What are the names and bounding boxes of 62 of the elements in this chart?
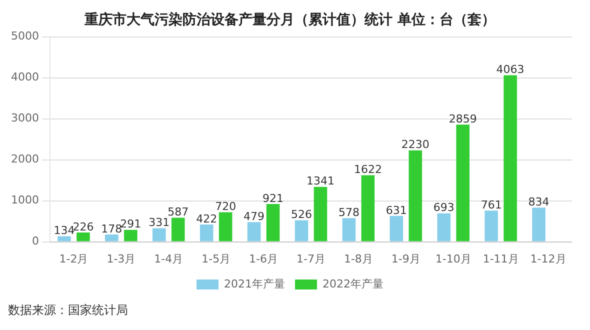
data-label: 178 bbox=[101, 222, 122, 236]
x-tick-label: 1-12月 bbox=[530, 252, 566, 266]
bar bbox=[200, 224, 214, 242]
x-tick-label: 1-9月 bbox=[391, 252, 420, 266]
data-label: 1341 bbox=[306, 174, 334, 188]
x-tick-label: 1-5月 bbox=[202, 252, 231, 266]
bar bbox=[76, 232, 90, 242]
bar bbox=[105, 234, 118, 242]
data-label: 2230 bbox=[401, 138, 430, 152]
data-label: 587 bbox=[168, 206, 189, 219]
y-tick-label: 2000 bbox=[10, 152, 39, 166]
data-label: 578 bbox=[338, 206, 360, 219]
bar bbox=[247, 222, 261, 242]
bar bbox=[124, 230, 138, 242]
data-label: 720 bbox=[215, 200, 236, 214]
data-label: 526 bbox=[291, 208, 312, 222]
legend-label: 2021年产量 bbox=[224, 277, 286, 290]
y-tick-label: 5000 bbox=[10, 30, 39, 43]
x-tick-label: 1-8月 bbox=[344, 252, 373, 266]
data-label: 834 bbox=[528, 195, 550, 208]
data-label: 331 bbox=[148, 216, 170, 230]
data-label: 2859 bbox=[448, 112, 477, 126]
data-label: 422 bbox=[196, 212, 218, 226]
bar bbox=[390, 216, 404, 242]
bar bbox=[266, 204, 280, 242]
bar bbox=[58, 236, 71, 242]
data-label: 761 bbox=[480, 198, 502, 212]
bar bbox=[361, 175, 375, 242]
data-label: 134 bbox=[54, 224, 75, 238]
bar bbox=[342, 218, 356, 242]
y-tick-label: 1000 bbox=[10, 194, 39, 207]
x-tick-label: 1-6月 bbox=[249, 252, 278, 266]
bar bbox=[484, 210, 498, 242]
bar bbox=[171, 218, 185, 242]
source-note: 数据来源：国家统计局 bbox=[8, 302, 129, 319]
data-label: 479 bbox=[244, 210, 265, 224]
legend-label: 2022年产量 bbox=[322, 277, 384, 290]
data-label: 4063 bbox=[496, 63, 524, 76]
bar bbox=[294, 220, 308, 242]
chart-title: 重庆市大气污染防治设备产量分月（累计值）统计 单位：台（套） bbox=[84, 11, 496, 28]
x-tick-label: 1-4月 bbox=[154, 252, 184, 266]
bar bbox=[152, 228, 166, 242]
bar bbox=[218, 212, 232, 242]
data-label: 693 bbox=[433, 201, 454, 214]
bar bbox=[504, 75, 517, 242]
x-tick-label: 1-11月 bbox=[482, 252, 519, 266]
y-tick-label: 4000 bbox=[10, 70, 39, 84]
x-tick-label: 1-2月 bbox=[59, 252, 88, 266]
y-tick-label: 3000 bbox=[10, 112, 39, 125]
bar bbox=[314, 186, 328, 242]
data-label: 291 bbox=[120, 218, 142, 231]
data-label: 631 bbox=[386, 204, 407, 217]
data-label: 921 bbox=[262, 192, 284, 205]
bar bbox=[456, 124, 470, 242]
x-tick-label: 1-3月 bbox=[106, 252, 136, 266]
x-tick-label: 1-10月 bbox=[435, 252, 472, 266]
x-tick-label: 1-7月 bbox=[296, 252, 326, 266]
bar bbox=[532, 208, 546, 242]
bar bbox=[437, 213, 451, 242]
data-label: 1622 bbox=[354, 163, 382, 176]
y-tick-label: 0 bbox=[32, 234, 39, 248]
bar bbox=[408, 150, 422, 242]
